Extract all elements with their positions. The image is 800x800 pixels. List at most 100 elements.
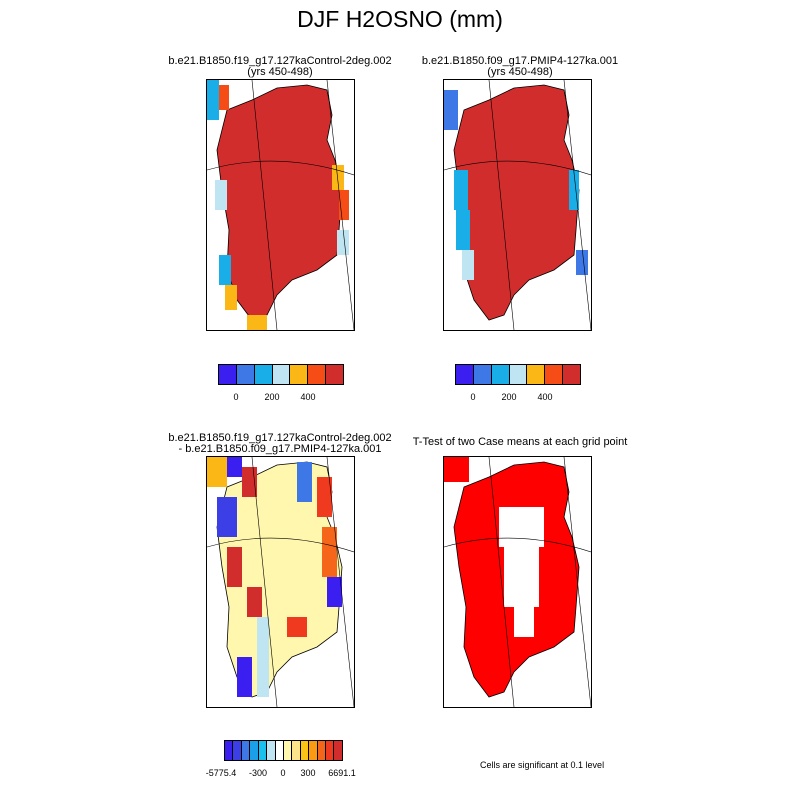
panel3-cell: [237, 657, 252, 697]
panel3-greenland: [216, 461, 343, 698]
colorbar2-swatch: [545, 365, 564, 384]
colorbar3-swatch: [334, 741, 342, 760]
panel4-graticule: [444, 457, 591, 707]
colorbar2-tick: 0: [470, 392, 476, 402]
panel3-graticule: [207, 457, 354, 707]
colorbar2: [455, 364, 581, 385]
panel1-cell: [247, 315, 267, 330]
panel4-title-line1: T-Test of two Case means at each grid po…: [412, 436, 628, 448]
panel4-title: T-Test of two Case means at each grid po…: [390, 437, 650, 448]
panel1-map: [206, 79, 355, 331]
panel1-cell: [225, 285, 237, 310]
colorbar2-swatch: [473, 365, 492, 384]
colorbar3-swatch: [250, 741, 259, 760]
colorbar2-tick: 400: [537, 392, 553, 402]
panel1-greenland: [216, 84, 343, 321]
colorbar3-swatch: [317, 741, 327, 760]
panel3-title-line1: b.e21.B1850.f19_g17.127kaControl-2deg.00…: [168, 432, 392, 444]
panel2-title-line2: (yrs 450-498): [487, 66, 553, 78]
colorbar1-swatch: [326, 365, 344, 384]
panel4-nonsignificant: [514, 607, 534, 637]
panel3-map-svg: [207, 457, 354, 707]
colorbar2-tick: 200: [501, 392, 517, 402]
figure-title: DJF H2OSNO (mm): [297, 6, 503, 32]
colorbar3-swatch: [225, 741, 234, 760]
panel2-graticule: [444, 80, 591, 330]
panel3-title: b.e21.B1850.f19_g17.127kaControl-2deg.00…: [150, 433, 410, 455]
colorbar1-tick: 0: [233, 392, 239, 402]
panel1-cell: [207, 80, 219, 120]
colorbar1-tick: 400: [300, 392, 316, 402]
colorbar3-swatch: [267, 741, 276, 760]
panel1-cell: [219, 85, 229, 110]
panel1-cell: [219, 255, 231, 285]
colorbar1-swatch: [308, 365, 327, 384]
panel3-cell: [257, 617, 269, 697]
colorbar3-swatch: [326, 741, 335, 760]
colorbar1-swatch: [254, 365, 273, 384]
panel3-cell: [297, 462, 312, 502]
colorbar2-swatch: [491, 365, 510, 384]
panel1-title: b.e21.B1850.f19_g17.127kaControl-2deg.00…: [150, 56, 410, 78]
panel1-title-line1: b.e21.B1850.f19_g17.127kaControl-2deg.00…: [168, 55, 392, 67]
colorbar3-swatch: [258, 741, 268, 760]
colorbar3-swatch: [292, 741, 301, 760]
panel3-cell: [322, 527, 337, 577]
panel3-cell: [242, 467, 257, 497]
colorbar2-swatch: [509, 365, 528, 384]
colorbar1-swatch: [290, 365, 309, 384]
panel3-cell: [287, 617, 307, 637]
colorbar3-tick: -5775.4: [205, 768, 237, 778]
panel2-cell: [576, 250, 588, 275]
colorbar3-tick: 300: [300, 768, 316, 778]
colorbar3-swatch: [275, 741, 284, 760]
panel1-cell: [332, 165, 344, 190]
panel2-map-svg: [444, 80, 591, 330]
panel1-graticule: [207, 80, 354, 330]
colorbar3-tick: 6691.1: [328, 768, 356, 778]
panel2-title-line1: b.e21.B1850.f09_g17.PMIP4-127ka.001: [421, 55, 619, 67]
colorbar3-tick: 0: [280, 768, 286, 778]
panel1-title-line2: (yrs 450-498): [247, 66, 313, 78]
colorbar3: [224, 740, 343, 761]
panel3-cell: [247, 587, 262, 617]
colorbar3-swatch: [233, 741, 242, 760]
panel4-nonsignificant: [499, 507, 544, 547]
panel2-cell: [444, 90, 458, 130]
colorbar2-swatch: [456, 365, 474, 384]
panel3-cell: [327, 577, 342, 607]
panel3-cell: [217, 497, 237, 537]
panel3-cell: [207, 457, 227, 487]
colorbar1-swatch: [272, 365, 291, 384]
panel1-cell: [215, 180, 227, 210]
colorbar3-swatch: [309, 741, 318, 760]
panel4-cell: [444, 457, 469, 482]
panel2-map: [443, 79, 592, 331]
panel3-cell: [227, 457, 242, 477]
panel1-cell: [339, 190, 349, 220]
colorbar3-swatch: [241, 741, 251, 760]
panel4-map-svg: [444, 457, 591, 707]
panel2-title: b.e21.B1850.f09_g17.PMIP4-127ka.001 (yrs…: [390, 56, 650, 78]
panel2-cell: [569, 170, 579, 210]
panel3-title-line2: - b.e21.B1850.f09_g17.PMIP4-127ka.001: [178, 443, 382, 455]
colorbar3-swatch: [300, 741, 310, 760]
colorbar3-swatch: [283, 741, 293, 760]
significance-footnote: Cells are significant at 0.1 level: [480, 760, 605, 770]
panel4-nonsignificant: [504, 547, 539, 607]
panel4-map: [443, 456, 592, 708]
colorbar1-swatch: [236, 365, 255, 384]
panel2-cell: [456, 210, 470, 250]
panel2-greenland: [453, 84, 580, 321]
panel3-cell: [227, 547, 242, 587]
panel1-map-svg: [207, 80, 354, 330]
colorbar1: [218, 364, 344, 385]
colorbar1-tick: 200: [264, 392, 280, 402]
colorbar2-swatch: [527, 365, 546, 384]
colorbar1-swatch: [219, 365, 237, 384]
colorbar3-tick: -300: [248, 768, 268, 778]
panel1-cell: [337, 230, 349, 255]
panel2-cell: [462, 250, 474, 280]
colorbar2-swatch: [563, 365, 581, 384]
panel3-map: [206, 456, 355, 708]
